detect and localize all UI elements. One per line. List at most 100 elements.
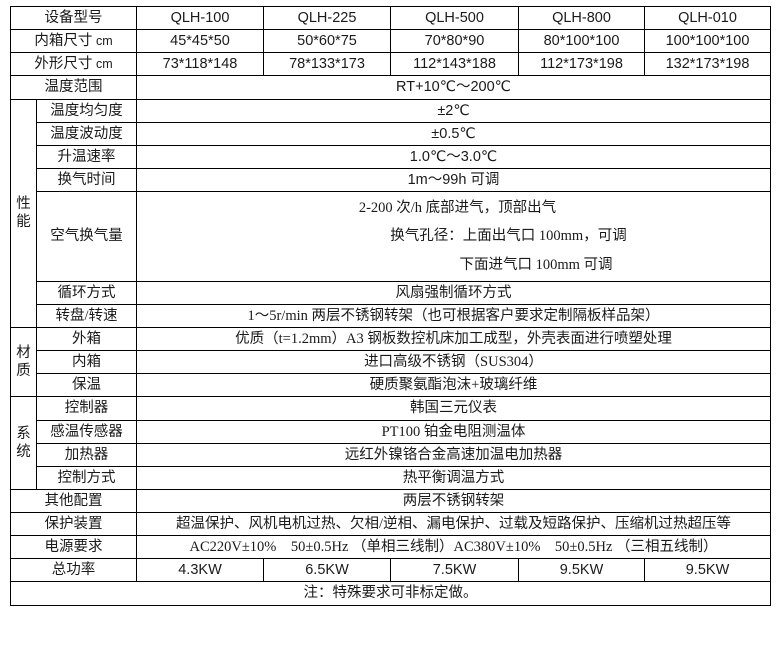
group-label-performance: 性能: [10, 98, 37, 329]
footer-note: 注：特殊要求可非标定做。: [10, 581, 771, 606]
model-qlh-225: QLH-225: [263, 5, 391, 31]
inner-size-value-1: 45*45*50: [136, 29, 264, 54]
label-temp-fluctuation: 温度波动度: [36, 121, 137, 146]
table-row-heater: 加热器 远红外镍铬合金高速加温电加热器: [11, 442, 771, 467]
outer-size-value-4: 112*173*198: [518, 52, 645, 77]
table-row-heating-rate: 升温速率 1.0℃～3.0℃: [11, 144, 771, 169]
table-row-controller: 系统 控制器 韩国三元仪表: [10, 396, 771, 490]
specification-table: 设备型号 QLH-100 QLH-225 QLH-500 QLH-800 QLH…: [10, 5, 771, 606]
label-circulation-mode: 循环方式: [36, 280, 137, 305]
inner-size-value-4: 80*100*100: [518, 29, 645, 54]
label-controller: 控制器: [36, 396, 137, 421]
table-row-temp-range: 温度范围 RT+10℃～200℃: [10, 75, 771, 100]
air-exchange-line-3: 下面进气口 100mm 可调: [459, 256, 613, 273]
table-row-turntable-speed: 转盘/转速 1～5r/min 两层不锈钢转架（也可根据客户要求定制隔板样品架）: [11, 303, 771, 329]
total-power-value-5: 9.5KW: [644, 558, 771, 583]
inner-size-value-5: 100*100*100: [644, 29, 771, 54]
outer-size-value-5: 132*173*198: [644, 52, 771, 77]
label-heater: 加热器: [36, 442, 137, 467]
table-row-inner-box-material: 内箱 进口高级不锈钢（SUS304）: [11, 350, 771, 375]
table-row-insulation: 保温 硬质聚氨酯泡沫+玻璃纤维: [11, 373, 771, 398]
value-insulation: 硬质聚氨酯泡沫+玻璃纤维: [136, 373, 771, 398]
label-temp-uniformity: 温度均匀度: [36, 98, 137, 123]
table-row-power-supply: 电源要求 AC220V±10% 50±0.5Hz （单相三线制）AC380V±1…: [10, 535, 771, 560]
value-circulation-mode: 风扇强制循环方式: [136, 280, 771, 305]
value-temp-range: RT+10℃～200℃: [136, 75, 771, 100]
table-row-protection: 保护装置 超温保护、风机电机过热、欠相/逆相、漏电保护、过载及短路保护、压缩机过…: [10, 512, 771, 537]
value-inner-box-material: 进口高级不锈钢（SUS304）: [136, 350, 771, 375]
label-inner-size-text: 内箱尺寸: [34, 33, 93, 50]
table-row-total-power: 总功率 4.3KW 6.5KW 7.5KW 9.5KW 9.5KW: [10, 558, 771, 583]
group-label-performance-text: 性能: [16, 196, 31, 231]
table-row-air-exchange-volume: 空气换气量 2-200 次/h 底部进气，顶部出气 换气孔径：上面出气口 100…: [11, 191, 771, 282]
table-row-control-mode: 控制方式 热平衡调温方式: [11, 465, 771, 490]
air-exchange-line-1: 2-200 次/h 底部进气，顶部出气: [358, 200, 557, 216]
value-heater: 远红外镍铬合金高速加温电加热器: [136, 442, 771, 467]
air-exchange-line-2: 换气孔径：上面出气口 100mm，可调: [390, 228, 627, 245]
value-power-supply: AC220V±10% 50±0.5Hz （单相三线制）AC380V±10% 50…: [136, 535, 771, 560]
label-turntable-speed: 转盘/转速: [36, 303, 137, 329]
total-power-value-3: 7.5KW: [390, 558, 519, 583]
label-other-config: 其他配置: [10, 488, 137, 514]
model-qlh-010: QLH-010: [644, 5, 771, 31]
inner-size-value-2: 50*60*75: [263, 29, 391, 54]
value-turntable-speed: 1～5r/min 两层不锈钢转架（也可根据客户要求定制隔板样品架）: [136, 303, 771, 329]
air-exchange-lines: 2-200 次/h 底部进气，顶部出气 换气孔径：上面出气口 100mm，可调 …: [140, 194, 767, 279]
total-power-value-2: 6.5KW: [263, 558, 391, 583]
label-protection: 保护装置: [10, 512, 137, 537]
group-label-system-text: 系统: [16, 426, 31, 461]
total-power-value-1: 4.3KW: [136, 558, 264, 583]
value-controller: 韩国三元仪表: [136, 396, 771, 421]
inner-size-value-3: 70*80*90: [390, 29, 519, 54]
group-label-material-text: 材质: [16, 345, 31, 380]
label-temp-range: 温度范围: [10, 75, 137, 100]
header-spec-label: 设备型号: [10, 5, 137, 31]
table-row-other-config: 其他配置 两层不锈钢转架: [10, 488, 771, 514]
value-control-mode: 热平衡调温方式: [136, 465, 771, 490]
label-outer-size-text: 外形尺寸: [34, 56, 93, 73]
label-total-power: 总功率: [10, 558, 137, 583]
table-row-exchange-time: 换气时间 1m～99h 可调: [11, 167, 771, 193]
label-inner-box-material: 内箱: [36, 350, 137, 375]
total-power-value-4: 9.5KW: [518, 558, 645, 583]
model-qlh-800: QLH-800: [518, 5, 645, 31]
group-label-system: 系统: [10, 396, 37, 490]
label-inner-size: 内箱尺寸 cm: [10, 29, 137, 54]
label-outer-size: 外形尺寸 cm: [10, 52, 137, 77]
table-row-temp-fluctuation: 温度波动度 ±0.5℃: [11, 121, 771, 146]
table-row-model: 设备型号 QLH-100 QLH-225 QLH-500 QLH-800 QLH…: [10, 5, 771, 31]
label-insulation: 保温: [36, 373, 137, 398]
table-row-temp-sensor: 感温传感器 PT100 铂金电阻测温体: [11, 419, 771, 444]
table-row-temp-uniformity: 性能 温度均匀度 ±2℃: [10, 98, 771, 329]
label-inner-size-unit: cm: [95, 34, 113, 49]
value-temp-uniformity: ±2℃: [136, 98, 771, 123]
outer-size-value-2: 78*133*173: [263, 52, 391, 77]
value-protection: 超温保护、风机电机过热、欠相/逆相、漏电保护、过载及短路保护、压缩机过热超压等: [136, 512, 771, 537]
group-label-material: 材质: [10, 327, 37, 398]
value-exchange-time: 1m～99h 可调: [136, 167, 771, 193]
value-other-config: 两层不锈钢转架: [136, 488, 771, 514]
value-heating-rate: 1.0℃～3.0℃: [136, 144, 771, 169]
value-outer-box-material: 优质（t=1.2mm）A3 钢板数控机床加工成型，外壳表面进行喷塑处理: [136, 327, 771, 352]
value-temp-sensor: PT100 铂金电阻测温体: [136, 419, 771, 444]
label-outer-size-unit: cm: [95, 57, 113, 72]
label-power-supply: 电源要求: [10, 535, 137, 560]
model-qlh-100: QLH-100: [136, 5, 264, 31]
value-air-exchange-volume: 2-200 次/h 底部进气，顶部出气 换气孔径：上面出气口 100mm，可调 …: [136, 191, 771, 282]
table-row-inner-size: 内箱尺寸 cm 45*45*50 50*60*75 70*80*90 80*10…: [10, 29, 771, 54]
label-air-exchange-volume: 空气换气量: [36, 191, 137, 282]
label-heating-rate: 升温速率: [36, 144, 137, 169]
model-qlh-500: QLH-500: [390, 5, 519, 31]
label-temp-sensor: 感温传感器: [36, 419, 137, 444]
table-row-outer-size: 外形尺寸 cm 73*118*148 78*133*173 112*143*18…: [10, 52, 771, 77]
outer-size-value-3: 112*143*188: [390, 52, 519, 77]
label-control-mode: 控制方式: [36, 465, 137, 490]
table-row-circulation-mode: 循环方式 风扇强制循环方式: [11, 280, 771, 305]
table-row-outer-box-material: 材质 外箱 优质（t=1.2mm）A3 钢板数控机床加工成型，外壳表面进行喷塑处…: [10, 327, 771, 398]
outer-size-value-1: 73*118*148: [136, 52, 264, 77]
label-outer-box-material: 外箱: [36, 327, 137, 352]
label-exchange-time: 换气时间: [36, 167, 137, 193]
value-temp-fluctuation: ±0.5℃: [136, 121, 771, 146]
table-row-note: 注：特殊要求可非标定做。: [10, 581, 771, 606]
